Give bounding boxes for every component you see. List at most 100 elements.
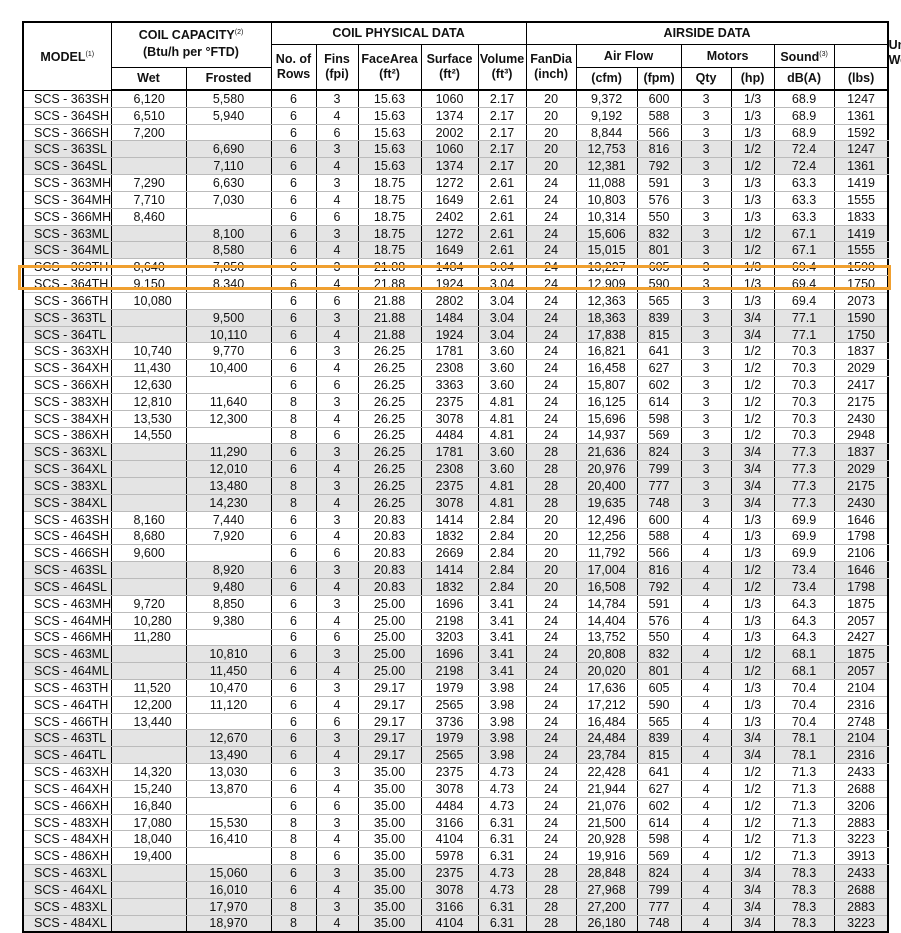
table-cell: 2.17 (477, 157, 527, 176)
header-text: Sound (780, 50, 820, 64)
table-cell: 35.00 (357, 864, 422, 882)
table-cell: 1/3 (730, 258, 775, 277)
table-cell: 1979 (420, 729, 479, 748)
table-cell: 4 (315, 612, 359, 630)
table-row: SCS - 363TH 8,640 7,850 6 3 21.88 1484 3.04 24 13… (22, 258, 889, 277)
table-cell: 1/3 (730, 528, 775, 546)
table-cell: 16,840 (110, 797, 187, 815)
table-cell: 69.4 (773, 258, 835, 277)
table-cell: 3.98 (477, 729, 527, 748)
table-cell: 16,508 (575, 578, 638, 596)
table-cell: 64.3 (773, 629, 835, 647)
table-cell: 4 (680, 629, 732, 647)
table-cell (110, 225, 187, 243)
table-cell: 6 (270, 561, 317, 580)
table-cell: 2.61 (477, 241, 527, 260)
header-text: FanDia (530, 52, 572, 66)
table-body: SCS - 363SH 6,120 5,580 6 3 15.63 1060 2.17 20 9,… (22, 90, 889, 933)
table-cell: 1247 (833, 90, 889, 108)
table-cell: 7,290 (110, 174, 187, 192)
table-row: SCS - 466MH 11,280 6 6 25.00 3203 3.41 24 13,752… (22, 629, 889, 647)
table-cell: 20,808 (575, 645, 638, 664)
table-cell: 11,120 (185, 696, 272, 714)
table-cell: 605 (636, 258, 682, 277)
table-cell: 19,635 (575, 494, 638, 512)
table-cell: 67.1 (773, 225, 835, 243)
table-cell: 24 (525, 629, 577, 647)
table-cell: SCS - 464SH (22, 528, 112, 546)
table-cell: 550 (636, 629, 682, 647)
table-cell: 71.3 (773, 780, 835, 798)
table-cell: 10,314 (575, 208, 638, 226)
table-cell: SCS - 364SH (22, 107, 112, 125)
table-cell: 816 (636, 561, 682, 580)
table-cell: 4 (315, 696, 359, 714)
table-cell: 16,410 (185, 830, 272, 849)
table-cell: 3.98 (477, 679, 527, 697)
table-cell (110, 729, 187, 748)
table-cell: 6,510 (110, 107, 187, 125)
table-cell: 6 (270, 90, 317, 108)
table-cell: 565 (636, 292, 682, 310)
table-cell: 565 (636, 713, 682, 731)
table-cell: 1837 (833, 443, 889, 462)
table-cell: 20.83 (357, 511, 422, 529)
table-cell: 11,520 (110, 679, 187, 697)
table-cell: 6 (270, 443, 317, 462)
table-cell: 21.88 (357, 292, 422, 310)
table-cell: 20.83 (357, 578, 422, 596)
table-cell: SCS - 366XH (22, 376, 112, 394)
table-cell: 24 (525, 258, 577, 277)
header-cell: Sound(3) (773, 44, 835, 68)
table-cell: 2433 (833, 763, 889, 781)
table-cell: 1590 (833, 309, 889, 327)
table-cell: 4.81 (477, 410, 527, 428)
table-cell: 1/2 (730, 797, 775, 815)
table-row: SCS - 363TL 9,500 6 3 21.88 1484 3.04 24 18,363 8… (22, 309, 889, 327)
table-cell: SCS - 463SH (22, 511, 112, 529)
table-cell: 566 (636, 544, 682, 563)
table-cell: 1924 (420, 275, 479, 293)
table-cell: 16,010 (185, 881, 272, 899)
table-cell: 12,810 (110, 393, 187, 411)
table-cell (110, 561, 187, 580)
table-cell: 6 (270, 729, 317, 748)
table-cell: 8,160 (110, 511, 187, 529)
table-cell: 9,480 (185, 578, 272, 596)
table-cell: 1/3 (730, 174, 775, 192)
table-cell: 792 (636, 157, 682, 176)
table-cell: 6 (270, 864, 317, 882)
table-cell: 3 (315, 864, 359, 882)
table-cell: 3.41 (477, 595, 527, 613)
table-cell: SCS - 363ML (22, 225, 112, 243)
table-cell: 590 (636, 275, 682, 293)
table-cell: 35.00 (357, 763, 422, 781)
table-cell: 1696 (420, 645, 479, 664)
table-cell: 3 (680, 90, 732, 108)
table-cell: 1/3 (730, 208, 775, 226)
table-cell: 832 (636, 225, 682, 243)
table-cell: 35.00 (357, 780, 422, 798)
table-cell: SCS - 364MH (22, 191, 112, 209)
header-text: Surface (426, 52, 473, 66)
table-cell: 2175 (833, 477, 889, 495)
table-cell: 6 (315, 797, 359, 815)
table-cell: 4.73 (477, 881, 527, 899)
table-cell: SCS - 464XH (22, 780, 112, 798)
table-cell: 4.81 (477, 393, 527, 411)
table-cell: 11,792 (575, 544, 638, 563)
table-cell: 10,740 (110, 342, 187, 361)
table-cell: 6 (270, 544, 317, 563)
table-cell: 6 (315, 292, 359, 310)
table-cell: 3 (680, 208, 732, 226)
table-cell: 1/3 (730, 275, 775, 293)
table-cell: 6 (315, 124, 359, 142)
table-cell: 71.3 (773, 814, 835, 832)
table-cell: 1/3 (730, 612, 775, 630)
table-cell: 1833 (833, 208, 889, 226)
table-cell: 3 (315, 258, 359, 277)
table-cell: 70.4 (773, 713, 835, 731)
table-cell: 72.4 (773, 157, 835, 176)
table-cell: 21,636 (575, 443, 638, 462)
table-cell: 3/4 (730, 443, 775, 462)
